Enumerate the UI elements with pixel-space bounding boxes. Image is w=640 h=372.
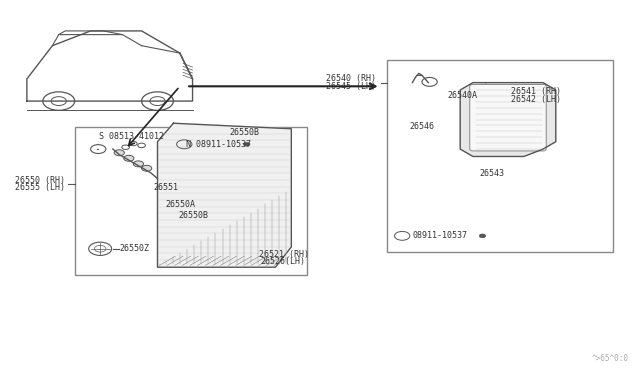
Text: N 08911-10537: N 08911-10537 (186, 140, 251, 149)
Text: 26542 (LH): 26542 (LH) (511, 95, 561, 104)
Text: 26550B: 26550B (230, 128, 259, 137)
FancyBboxPatch shape (75, 127, 307, 275)
Circle shape (133, 161, 143, 167)
Circle shape (114, 150, 124, 156)
Text: ^>65^0:0: ^>65^0:0 (592, 354, 629, 363)
Text: 26550Z: 26550Z (119, 244, 149, 253)
FancyBboxPatch shape (470, 84, 546, 151)
Polygon shape (460, 83, 556, 157)
Text: 26526(LH): 26526(LH) (260, 257, 306, 266)
Text: 26550A: 26550A (166, 200, 196, 209)
Circle shape (244, 142, 250, 146)
Text: 26545 (LH): 26545 (LH) (326, 82, 376, 91)
Text: 26543: 26543 (479, 169, 504, 177)
Text: 08911-10537: 08911-10537 (412, 231, 467, 240)
Text: 26550 (RH): 26550 (RH) (15, 176, 65, 185)
Circle shape (479, 234, 486, 238)
Text: 26555 (LH): 26555 (LH) (15, 183, 65, 192)
Circle shape (124, 155, 134, 161)
Text: 26550B: 26550B (179, 211, 209, 220)
Text: 26541 (RH): 26541 (RH) (511, 87, 561, 96)
FancyBboxPatch shape (387, 61, 613, 253)
Text: 26540A: 26540A (447, 91, 477, 100)
Text: 26521 (RH): 26521 (RH) (259, 250, 310, 259)
Text: 26546: 26546 (409, 122, 434, 131)
Text: 26551: 26551 (153, 183, 178, 192)
Circle shape (141, 165, 152, 171)
Text: 26540 (RH): 26540 (RH) (326, 74, 376, 83)
Text: S 08513-41012: S 08513-41012 (99, 132, 164, 141)
Polygon shape (157, 123, 291, 267)
